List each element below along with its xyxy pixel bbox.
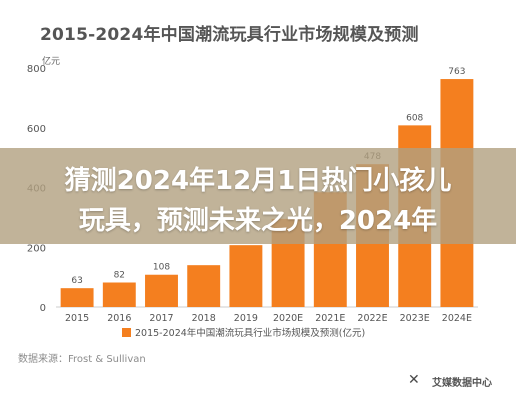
x-tick-label-2024E: 2024E: [442, 313, 472, 324]
headline-line-2: 玩具，预测未来之光，2024年: [78, 206, 438, 236]
data-label-2017: 108: [153, 263, 170, 273]
bar-2017: [145, 274, 178, 307]
chart-title: 2015-2024年中国潮流玩具行业市场规模及预测: [40, 25, 419, 45]
x-tick-label-2023E: 2023E: [400, 313, 430, 324]
x-tick-label-2015: 2015: [65, 313, 89, 324]
legend-label: 2015-2024年中国潮流玩具行业市场规模及预测(亿元): [135, 327, 365, 339]
x-tick-label-2017: 2017: [149, 313, 173, 324]
legend-swatch: [122, 328, 131, 337]
data-label-2015: 63: [71, 276, 82, 286]
x-tick-label-2018: 2018: [192, 313, 216, 324]
data-label-2016: 82: [114, 271, 125, 281]
bar-2018: [187, 265, 221, 307]
data-label-2024E: 763: [448, 67, 465, 77]
y-tick-label: 200: [27, 243, 46, 254]
x-tick-label-2021E: 2021E: [315, 313, 345, 324]
imedia-logo-icon: ✕: [408, 372, 420, 388]
headline-line-1: 猜测2024年12月1日热门小孩儿: [64, 166, 452, 196]
y-tick-label: 0: [40, 303, 46, 314]
y-axis-unit-label: 亿元: [42, 55, 60, 67]
bar-2015: [60, 288, 94, 307]
data-label-2023E: 608: [406, 113, 423, 123]
logo-text: 艾媒数据中心: [432, 378, 492, 389]
y-tick-label: 600: [27, 124, 46, 135]
y-tick-label: 800: [27, 64, 46, 75]
x-tick-label-2016: 2016: [107, 313, 131, 324]
bar-2019: [229, 245, 263, 307]
data-source: 数据来源：Frost & Sullivan: [18, 354, 146, 365]
headline-overlay: [0, 148, 516, 244]
bar-2016: [102, 282, 136, 307]
x-tick-label-2022E: 2022E: [357, 313, 387, 324]
x-tick-label-2020E: 2020E: [273, 313, 303, 324]
x-tick-label-2019: 2019: [234, 313, 258, 324]
